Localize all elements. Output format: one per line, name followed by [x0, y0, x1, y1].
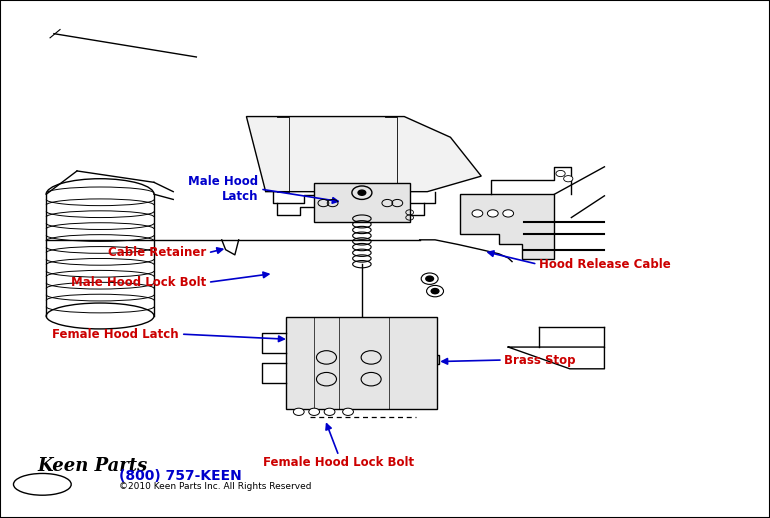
Circle shape [487, 210, 498, 217]
Circle shape [431, 289, 439, 294]
Text: Hood Release Cable: Hood Release Cable [539, 257, 671, 271]
Text: Female Hood Latch: Female Hood Latch [52, 327, 179, 341]
Circle shape [324, 408, 335, 415]
Text: Cable Retainer: Cable Retainer [108, 246, 206, 260]
Bar [286, 317, 437, 409]
Circle shape [343, 408, 353, 415]
Polygon shape [460, 194, 554, 259]
Circle shape [564, 176, 573, 182]
Circle shape [358, 190, 366, 195]
Circle shape [503, 210, 514, 217]
Text: Keen Parts: Keen Parts [37, 457, 147, 475]
Circle shape [426, 276, 434, 281]
Circle shape [309, 408, 320, 415]
Polygon shape [246, 117, 481, 192]
Circle shape [427, 285, 444, 297]
Circle shape [421, 273, 438, 284]
Text: Female Hood Lock Bolt: Female Hood Lock Bolt [263, 455, 414, 469]
Text: (800) 757-KEEN: (800) 757-KEEN [119, 468, 242, 483]
Text: Male Hood
Latch: Male Hood Latch [188, 175, 258, 203]
Text: Brass Stop: Brass Stop [504, 353, 576, 367]
Circle shape [556, 170, 565, 177]
Text: Male Hood Lock Bolt: Male Hood Lock Bolt [71, 276, 206, 289]
Bar [420, 355, 439, 364]
Bar [314, 183, 410, 222]
Text: ©2010 Keen Parts Inc. All Rights Reserved: ©2010 Keen Parts Inc. All Rights Reserve… [119, 482, 312, 492]
Circle shape [472, 210, 483, 217]
Circle shape [293, 408, 304, 415]
